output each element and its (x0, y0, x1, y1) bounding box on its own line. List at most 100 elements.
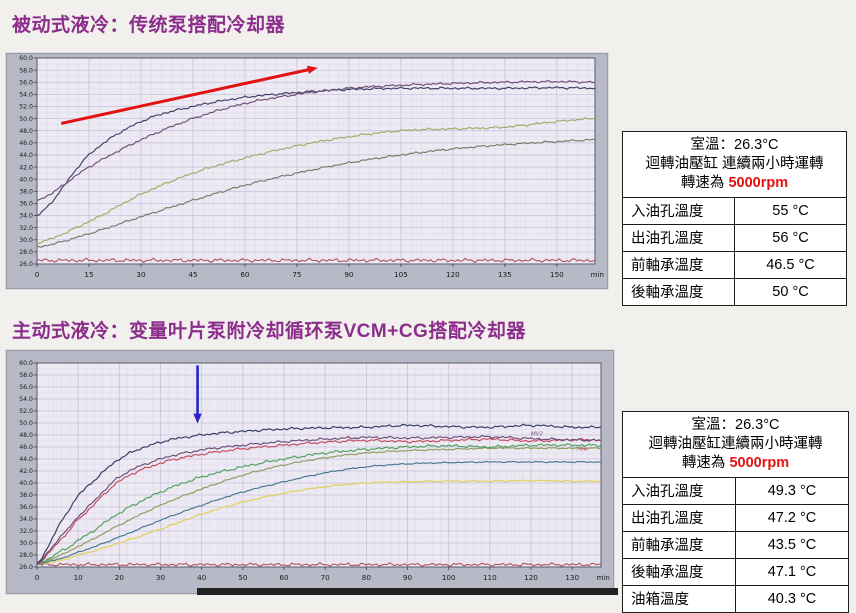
svg-text:42.0: 42.0 (19, 164, 33, 171)
svg-text:105: 105 (394, 270, 408, 279)
svg-text:36.0: 36.0 (19, 504, 33, 511)
svg-text:46.0: 46.0 (19, 140, 33, 147)
svg-text:40.0: 40.0 (19, 480, 33, 487)
svg-text:135: 135 (498, 270, 512, 279)
table-row: 前軸承溫度 46.5 °C (622, 250, 847, 279)
rpm-value: 5000rpm (729, 454, 790, 471)
svg-text:H6b: H6b (576, 447, 588, 453)
svg-text:32.0: 32.0 (19, 225, 33, 232)
svg-text:36.0: 36.0 (19, 201, 33, 208)
svg-text:48.0: 48.0 (19, 128, 33, 135)
svg-text:48.0: 48.0 (19, 432, 33, 439)
param-value: 56 °C (734, 223, 847, 252)
svg-text:150: 150 (550, 270, 564, 279)
table-row: 後軸承溫度 47.1 °C (622, 557, 849, 586)
param-label: 入油孔溫度 (622, 196, 735, 225)
svg-text:min: min (590, 270, 604, 279)
svg-text:60.0: 60.0 (19, 55, 33, 62)
svg-text:56.0: 56.0 (19, 384, 33, 391)
svg-text:75: 75 (292, 270, 301, 279)
svg-text:0: 0 (35, 573, 40, 582)
active-cooling-results-table: 室溫：26.3°C 迴轉油壓缸連續兩小時運轉 轉速為 5000rpm 入油孔溫度… (622, 411, 849, 613)
param-value: 43.5 °C (735, 530, 849, 559)
svg-text:58.0: 58.0 (19, 67, 33, 74)
param-value: 50 °C (734, 277, 847, 306)
svg-text:80: 80 (362, 573, 372, 582)
table-row: 油箱溫度 40.3 °C (622, 584, 849, 613)
param-label: 前軸承溫度 (622, 250, 735, 279)
svg-text:38.0: 38.0 (19, 188, 33, 195)
param-value: 47.2 °C (735, 503, 849, 532)
svg-text:120: 120 (524, 573, 538, 582)
rpm-prefix: 轉速為 (681, 454, 730, 471)
rpm-line: 轉速為 5000rpm (625, 174, 844, 193)
table-row: 入油孔溫度 55 °C (622, 196, 847, 225)
svg-text:15: 15 (84, 270, 93, 279)
svg-text:40.0: 40.0 (19, 176, 33, 183)
svg-text:54.0: 54.0 (19, 396, 33, 403)
param-value: 46.5 °C (734, 250, 847, 279)
param-value: 49.3 °C (735, 476, 849, 505)
svg-text:90: 90 (403, 573, 413, 582)
svg-text:60: 60 (279, 573, 289, 582)
svg-text:45: 45 (188, 270, 197, 279)
rpm-value: 5000rpm (728, 174, 789, 191)
svg-text:20: 20 (115, 573, 125, 582)
svg-text:120: 120 (446, 270, 460, 279)
svg-text:100: 100 (442, 573, 456, 582)
param-label: 油箱溫度 (622, 584, 736, 613)
svg-text:70: 70 (321, 573, 331, 582)
svg-text:28.0: 28.0 (19, 249, 33, 256)
svg-text:30: 30 (136, 270, 146, 279)
param-value: 55 °C (734, 196, 847, 225)
svg-text:56.0: 56.0 (19, 79, 33, 86)
svg-text:44.0: 44.0 (19, 456, 33, 463)
svg-text:60.0: 60.0 (19, 360, 33, 367)
section1-title: 被动式液冷：传统泵搭配冷却器 (12, 15, 286, 36)
param-label: 前軸承溫度 (622, 530, 736, 559)
passive-cooling-results-table: 室溫：26.3°C 迴轉油壓缸 連續兩小時運轉 轉速為 5000rpm 入油孔溫… (622, 131, 847, 306)
svg-text:42.0: 42.0 (19, 468, 33, 475)
svg-text:44.0: 44.0 (19, 152, 33, 159)
svg-text:40: 40 (197, 573, 207, 582)
section2-title: 主动式液冷：变量叶片泵附冷却循环泵VCM+CG搭配冷却器 (12, 321, 526, 342)
rpm-line: 轉速為 5000rpm (625, 454, 846, 473)
svg-text:26.0: 26.0 (19, 261, 33, 268)
svg-text:58.0: 58.0 (19, 372, 33, 379)
svg-text:60: 60 (240, 270, 250, 279)
svg-text:30: 30 (156, 573, 166, 582)
svg-text:50: 50 (238, 573, 248, 582)
table-row: 出油孔溫度 56 °C (622, 223, 847, 252)
table-row: 前軸承溫度 43.5 °C (622, 530, 849, 559)
param-label: 出油孔溫度 (622, 503, 736, 532)
svg-text:46.0: 46.0 (19, 444, 33, 451)
table1-body: 入油孔溫度 55 °C 出油孔溫度 56 °C 前軸承溫度 46.5 °C 後軸承溫度 50 … (622, 196, 847, 306)
table2-header: 室溫：26.3°C 迴轉油壓缸連續兩小時運轉 轉速為 5000rpm (622, 411, 849, 478)
test-condition-line: 迴轉油壓缸 連續兩小時運轉 (645, 155, 824, 172)
svg-text:min: min (596, 573, 610, 582)
table2-body: 入油孔溫度 49.3 °C 出油孔溫度 47.2 °C 前軸承溫度 43.5 °C 後軸承溫… (622, 476, 849, 613)
table1-header: 室溫：26.3°C 迴轉油壓缸 連續兩小時運轉 轉速為 5000rpm (622, 131, 847, 198)
param-value: 40.3 °C (735, 584, 849, 613)
svg-text:110: 110 (483, 573, 497, 582)
svg-text:34.0: 34.0 (19, 516, 33, 523)
svg-text:MV2: MV2 (531, 432, 544, 438)
test-condition-line: 迴轉油壓缸連續兩小時運轉 (648, 435, 823, 452)
rpm-prefix: 轉速為 (680, 174, 729, 191)
svg-text:54.0: 54.0 (19, 92, 33, 99)
active-cooling-strip-chart: 26.0 28.0 30.0 32.0 34.0 36.0 38.0 40.0 42.0 44.0… (19, 360, 610, 582)
svg-text:52.0: 52.0 (19, 408, 33, 415)
svg-text:90: 90 (344, 270, 354, 279)
room-temp-line: 室溫：26.3°C (691, 417, 780, 433)
param-label: 入油孔溫度 (622, 476, 736, 505)
table-row: 入油孔溫度 49.3 °C (622, 476, 849, 505)
svg-text:130: 130 (565, 573, 579, 582)
svg-text:10: 10 (74, 573, 84, 582)
table-row: 出油孔溫度 47.2 °C (622, 503, 849, 532)
svg-text:0: 0 (35, 270, 40, 279)
passive-cooling-strip-chart: 26.0 28.0 30.0 32.0 34.0 36.0 38.0 40.0 42.0 44.0… (19, 55, 604, 279)
room-temp-line: 室溫：26.3°C (690, 137, 779, 153)
param-label: 後軸承溫度 (622, 277, 735, 306)
param-label: 後軸承溫度 (622, 557, 736, 586)
param-label: 出油孔溫度 (622, 223, 735, 252)
